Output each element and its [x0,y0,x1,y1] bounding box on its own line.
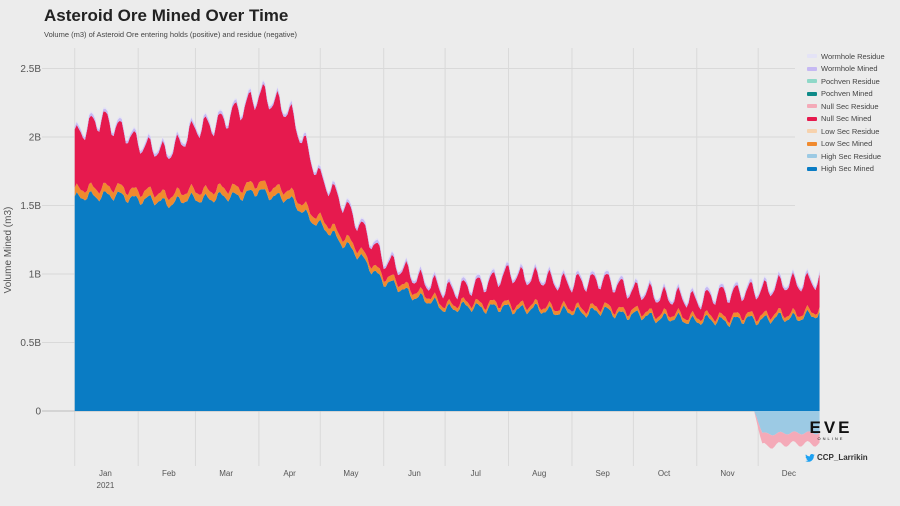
legend-item[interactable]: Null Sec Residue [807,100,885,113]
legend-swatch [807,141,817,146]
logo-sub: ONLINE [817,436,845,441]
legend-item[interactable]: Pochven Mined [807,88,885,101]
legend-swatch [807,116,817,121]
y-tick-label: 2B [29,133,42,144]
legend-label: Null Sec Residue [821,101,879,111]
legend-label: Pochven Mined [821,89,873,99]
legend-swatch [807,104,817,109]
author-credit: CCP_Larrikin [805,453,868,462]
legend-label: Low Sec Mined [821,139,873,149]
x-tick-label: Aug [532,469,546,478]
area-layers [74,79,820,449]
null-sec-residue-area [754,411,820,449]
x-tick-label: Jun [408,469,421,478]
legend-swatch [807,129,817,134]
high-sec-mined-area [74,189,820,412]
legend-item[interactable]: Low Sec Residue [807,125,885,138]
axes: 0 0.5B 1B 1.5B 2B 2.5B Jan Feb Mar Apr May Jun Jul Au… [20,64,796,490]
legend-label: Pochven Residue [821,76,880,86]
y-tick-label: 1B [29,270,42,281]
legend-item[interactable]: High Sec Residue [807,150,885,163]
legend-item[interactable]: Null Sec Mined [807,113,885,126]
x-tick-label: Dec [782,469,796,478]
legend-label: Wormhole Mined [821,64,878,74]
x-tick-label: Nov [720,469,734,478]
x-tick-label: Apr [283,469,296,478]
chart-title: Asteroid Ore Mined Over Time [44,6,289,25]
legend-item[interactable]: Pochven Residue [807,75,885,88]
null-sec-mined-area [74,83,820,324]
eve-online-logo: EVE ONLINE [803,419,859,441]
credit-handle: CCP_Larrikin [817,453,868,462]
legend-item[interactable]: Wormhole Mined [807,63,885,76]
legend-label: High Sec Mined [821,164,874,174]
x-tick-label: Sep [596,469,611,478]
legend-label: High Sec Residue [821,151,882,161]
legend-label: Wormhole Residue [821,51,885,61]
x-tick-label: Oct [658,469,671,478]
y-tick-label: 2.5B [20,64,41,75]
legend-item[interactable]: Wormhole Residue [807,50,885,63]
logo-word: EVE [809,418,853,437]
y-tick-label: 0.5B [20,338,41,349]
legend-swatch [807,154,817,159]
legend-swatch [807,54,817,59]
legend-swatch [807,66,817,71]
low-sec-mined-area [74,180,820,327]
x-tick-label: Mar [219,469,233,478]
x-tick-label: May [343,469,358,478]
y-axis-title: Volume Mined (m3) [3,207,14,294]
legend-swatch [807,79,817,84]
x-tick-label: Feb [162,469,176,478]
x-tick-label: Jul [471,469,481,478]
x-tick-label: Jan [99,469,112,478]
legend-item[interactable]: Low Sec Mined [807,138,885,151]
legend-label: Null Sec Mined [821,114,872,124]
high-sec-residue-area [754,411,820,436]
x-tick-year-label: 2021 [97,481,115,490]
twitter-bird-icon [805,453,815,462]
legend: Wormhole Residue Wormhole Mined Pochven Re… [807,50,885,175]
y-tick-label: 0 [35,407,41,418]
legend-swatch [807,166,817,171]
legend-item[interactable]: High Sec Mined [807,163,885,176]
legend-label: Low Sec Residue [821,126,880,136]
chart-subtitle: Volume (m3) of Asteroid Ore entering hol… [44,30,298,39]
y-tick-label: 1.5B [20,201,41,212]
legend-swatch [807,91,817,96]
